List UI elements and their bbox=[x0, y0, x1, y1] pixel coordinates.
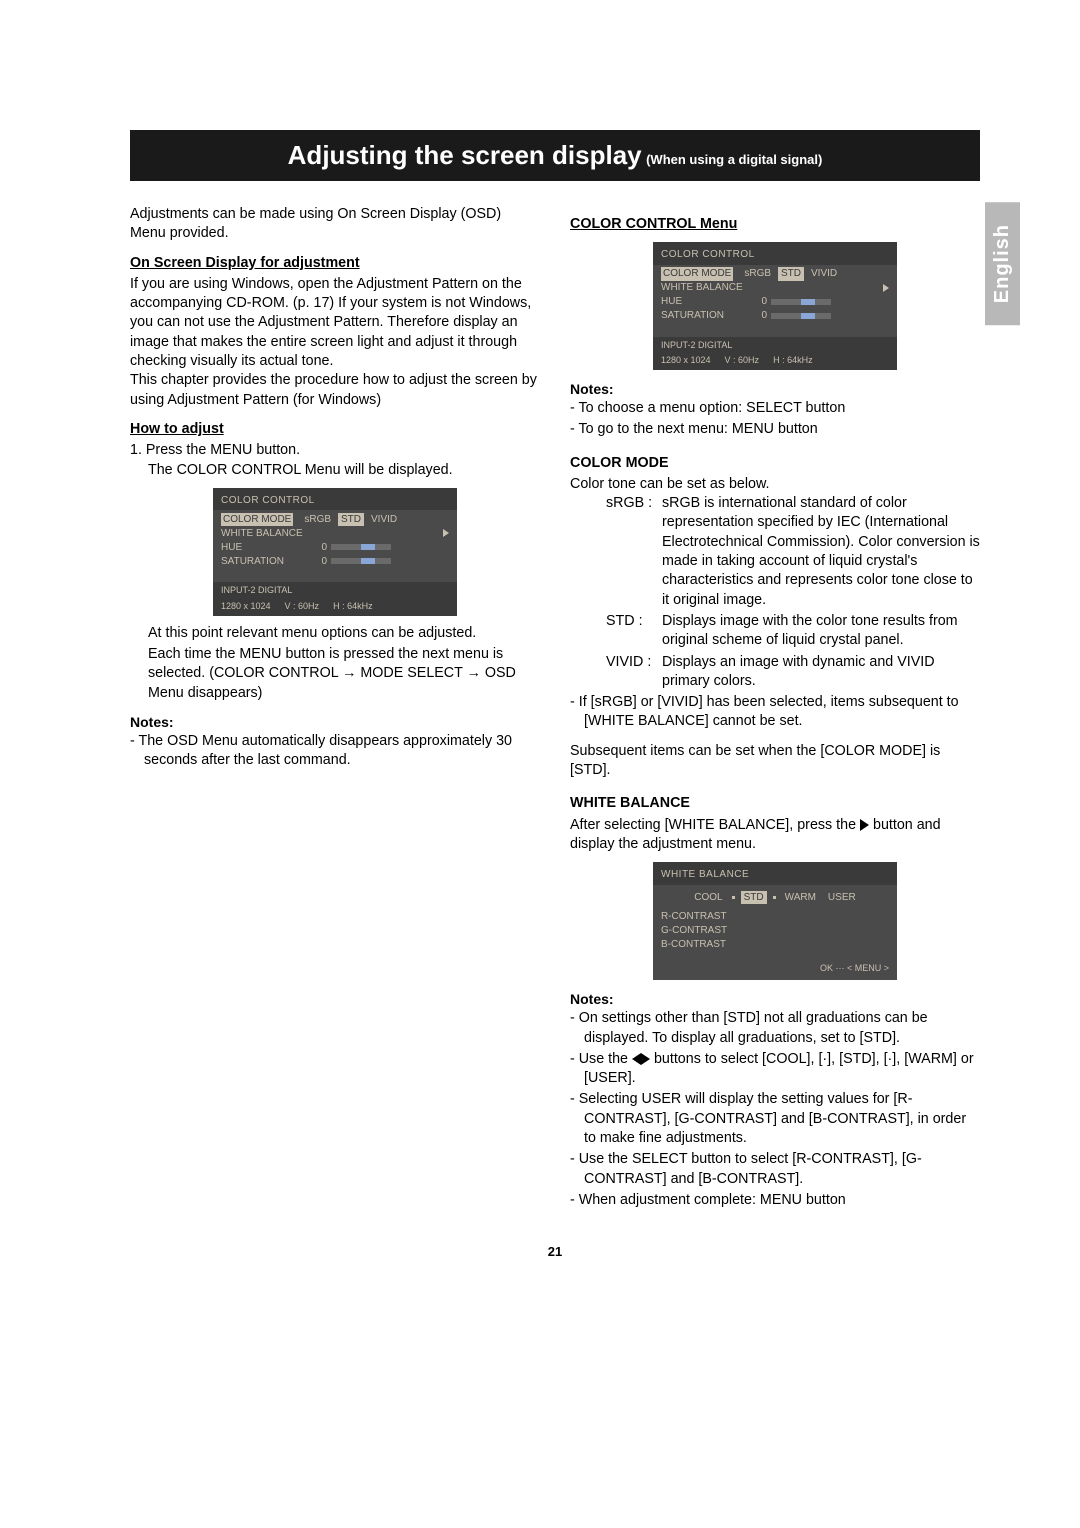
osd-opt-std: STD bbox=[338, 513, 364, 527]
color-mode-intro: Color tone can be set as below. bbox=[570, 475, 980, 494]
list-item: To choose a menu option: SELECT button bbox=[570, 399, 980, 418]
osd-row-colormode: COLOR MODE bbox=[661, 267, 733, 281]
osd-row-sat: SATURATION bbox=[221, 555, 307, 569]
osd-sat-value: 0 bbox=[751, 309, 767, 323]
banner-title: Adjusting the screen display bbox=[288, 140, 642, 170]
dot-icon bbox=[732, 896, 735, 899]
list-item: To go to the next menu: MENU button bbox=[570, 420, 980, 439]
osd-white-balance-figure: WHITE BALANCE COOL STD WARM USER R-CONTR… bbox=[653, 862, 897, 980]
osd-hue-value: 0 bbox=[311, 541, 327, 555]
dot-icon bbox=[773, 896, 776, 899]
osd-color-control-figure: COLOR CONTROL COLOR MODE sRGB STD VIVID … bbox=[213, 488, 457, 616]
osd-opt-srgb: sRGB bbox=[301, 513, 334, 527]
page-banner: Adjusting the screen display (When using… bbox=[130, 130, 980, 181]
wb-note2-a: Use the bbox=[579, 1051, 632, 1067]
triangle-right-icon bbox=[443, 529, 449, 537]
wb-r: R-CONTRAST bbox=[661, 910, 747, 924]
slider-icon bbox=[331, 558, 391, 564]
list-item: If [sRGB] or [VIVID] has been selected, … bbox=[570, 693, 980, 732]
slider-icon bbox=[331, 544, 391, 550]
color-control-heading: COLOR CONTROL Menu bbox=[570, 215, 980, 234]
slider-icon bbox=[771, 299, 831, 305]
osd-row-hue: HUE bbox=[661, 295, 747, 309]
cm-note-list: If [sRGB] or [VIVID] has been selected, … bbox=[570, 693, 980, 732]
osd-footer-v: V : 60Hz bbox=[285, 600, 320, 612]
left-column: Adjustments can be made using On Screen … bbox=[130, 205, 540, 1220]
notes-label: Notes: bbox=[570, 990, 980, 1009]
list-item: On settings other than [STD] not all gra… bbox=[570, 1009, 980, 1048]
list-item: Use the buttons to select [COOL], [·], [… bbox=[570, 1050, 980, 1089]
wb-intro-a: After selecting [WHITE BALANCE], press t… bbox=[570, 817, 860, 833]
osd-footer-input: INPUT-2 DIGITAL bbox=[221, 584, 292, 596]
triangle-right-icon bbox=[883, 284, 889, 292]
triangle-right-icon bbox=[641, 1053, 650, 1065]
cm-tail-text: Subsequent items can be set when the [CO… bbox=[570, 742, 980, 781]
manual-page: English Adjusting the screen display (Wh… bbox=[0, 0, 1080, 1528]
how-step1: 1. Press the MENU button. bbox=[130, 441, 540, 460]
list-item: The OSD Menu automatically disappears ap… bbox=[130, 732, 540, 771]
page-number: 21 bbox=[130, 1244, 980, 1259]
osd-footer-res: 1280 x 1024 bbox=[221, 600, 271, 612]
osd-opt-srgb: sRGB bbox=[741, 267, 774, 281]
wb-opt-warm: WARM bbox=[782, 891, 819, 905]
color-mode-defs: sRGB :sRGB is international standard of … bbox=[570, 494, 980, 691]
osd-adjust-heading: On Screen Display for adjustment bbox=[130, 254, 540, 273]
slider-icon bbox=[771, 313, 831, 319]
how-after-1: At this point relevant menu options can … bbox=[130, 624, 540, 643]
osd-title: WHITE BALANCE bbox=[653, 866, 897, 885]
wb-g: G-CONTRAST bbox=[661, 924, 747, 938]
osd-row-wb: WHITE BALANCE bbox=[221, 527, 307, 541]
osd-footer-h: H : 64kHz bbox=[333, 600, 373, 612]
wb-notes-list: On settings other than [STD] not all gra… bbox=[570, 1009, 980, 1210]
def-val-std: Displays image with the color tone resul… bbox=[662, 612, 980, 651]
osd-opt-vivid: VIVID bbox=[808, 267, 840, 281]
wb-opt-cool: COOL bbox=[691, 891, 725, 905]
osd-title: COLOR CONTROL bbox=[213, 492, 457, 511]
color-mode-heading: COLOR MODE bbox=[570, 454, 980, 473]
osd-row-sat: SATURATION bbox=[661, 309, 747, 323]
how-step1-sub: The COLOR CONTROL Menu will be displayed… bbox=[130, 461, 540, 480]
osd-adjust-text: If you are using Windows, open the Adjus… bbox=[130, 275, 540, 410]
osd-row-colormode: COLOR MODE bbox=[221, 513, 293, 527]
banner-subtitle: (When using a digital signal) bbox=[646, 152, 822, 167]
osd-opt-std: STD bbox=[778, 267, 804, 281]
content-columns: Adjustments can be made using On Screen … bbox=[130, 205, 980, 1220]
cc-notes-list: To choose a menu option: SELECT button T… bbox=[570, 399, 980, 440]
list-item: When adjustment complete: MENU button bbox=[570, 1191, 980, 1210]
osd-footer-input: INPUT-2 DIGITAL bbox=[661, 339, 732, 351]
notes-label: Notes: bbox=[570, 380, 980, 399]
osd-opt-vivid: VIVID bbox=[368, 513, 400, 527]
wb-b: B-CONTRAST bbox=[661, 938, 747, 952]
osd-sat-value: 0 bbox=[311, 555, 327, 569]
def-key-vivid: VIVID : bbox=[606, 653, 662, 692]
osd-color-control-figure: COLOR CONTROL COLOR MODE sRGB STD VIVID … bbox=[653, 242, 897, 370]
wb-opt-std: STD bbox=[741, 891, 767, 905]
list-item: Use the SELECT button to select [R-CONTR… bbox=[570, 1150, 980, 1189]
list-item: Selecting USER will display the setting … bbox=[570, 1090, 980, 1148]
def-val-vivid: Displays an image with dynamic and VIVID… bbox=[662, 653, 980, 692]
wb-intro: After selecting [WHITE BALANCE], press t… bbox=[570, 816, 980, 855]
osd-title: COLOR CONTROL bbox=[653, 246, 897, 265]
osd-row-hue: HUE bbox=[221, 541, 307, 555]
osd-footer-res: 1280 x 1024 bbox=[661, 354, 711, 366]
osd-row-wb: WHITE BALANCE bbox=[661, 281, 747, 295]
def-key-std: STD : bbox=[606, 612, 662, 651]
osd-footer-h: H : 64kHz bbox=[773, 354, 813, 366]
def-key-srgb: sRGB : bbox=[606, 494, 662, 610]
wb-opt-user: USER bbox=[825, 891, 859, 905]
def-val-srgb: sRGB is international standard of color … bbox=[662, 494, 980, 610]
notes-label: Notes: bbox=[130, 713, 540, 732]
how-after-2: Each time the MENU button is pressed the… bbox=[130, 645, 540, 703]
osd-footer-v: V : 60Hz bbox=[725, 354, 760, 366]
wb-ok-line: OK ··· < MENU > bbox=[661, 952, 889, 974]
intro-text: Adjustments can be made using On Screen … bbox=[130, 205, 540, 244]
white-balance-heading: WHITE BALANCE bbox=[570, 794, 980, 813]
right-column: COLOR CONTROL Menu COLOR CONTROL COLOR M… bbox=[570, 205, 980, 1220]
triangle-left-icon bbox=[632, 1053, 641, 1065]
how-to-adjust-heading: How to adjust bbox=[130, 420, 540, 439]
language-tab: English bbox=[985, 202, 1020, 325]
osd-hue-value: 0 bbox=[751, 295, 767, 309]
left-notes-list: The OSD Menu automatically disappears ap… bbox=[130, 732, 540, 771]
triangle-right-icon bbox=[860, 819, 869, 831]
